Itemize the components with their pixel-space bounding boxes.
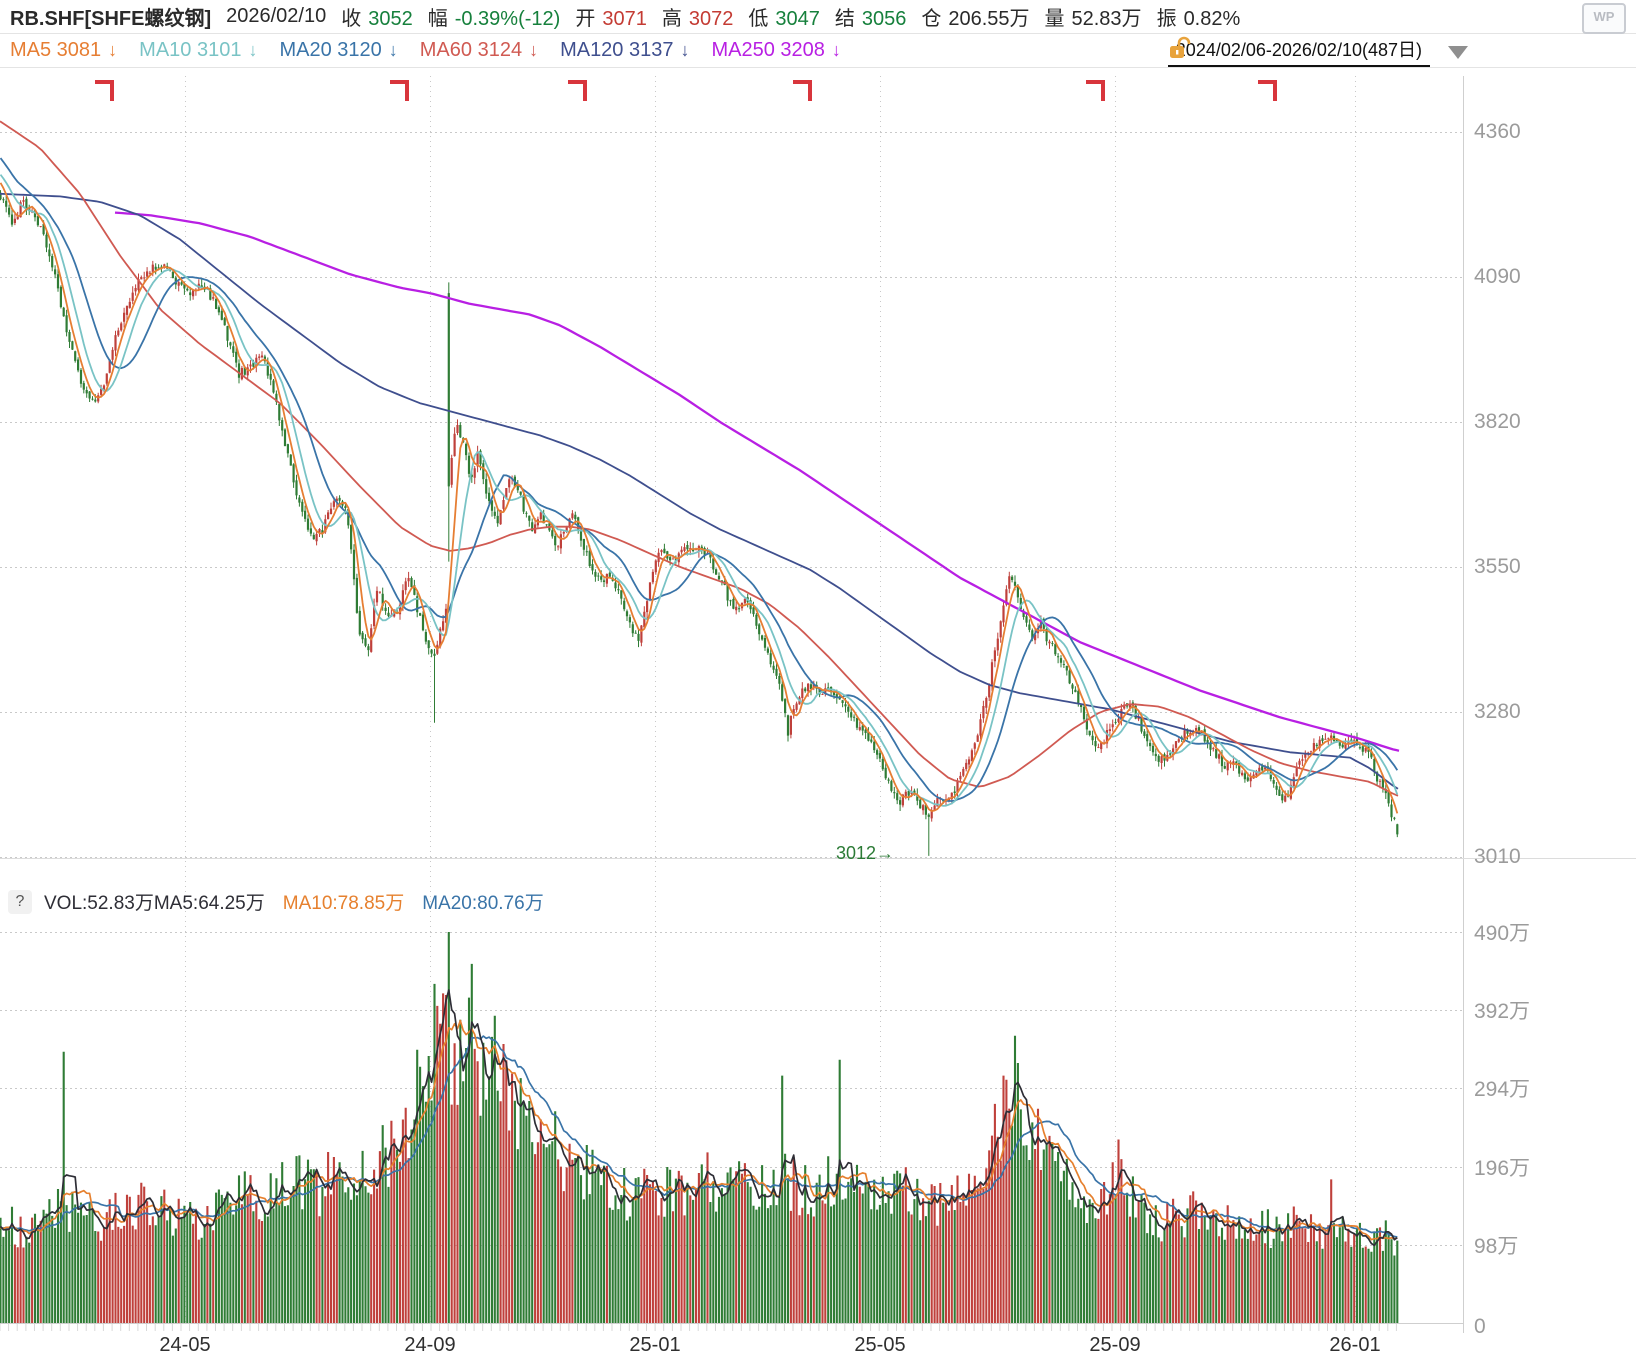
close-field: 收 3052 xyxy=(341,8,413,30)
rollover-marker-icon xyxy=(1258,80,1277,101)
rollover-marker-icon xyxy=(390,80,409,101)
volume-value: 52.83万 xyxy=(1071,8,1142,30)
volume-axis-label: 490万 xyxy=(1474,922,1531,945)
settle-value: 3056 xyxy=(861,8,907,30)
volume-header: ? VOL:52.83万 MA5:64.25万 MA10:78.85万 MA20… xyxy=(8,888,544,915)
volume-field: 量 52.83万 xyxy=(1045,2,1142,31)
date-range-text[interactable]: 2024/02/06-2026/02/10(487日) xyxy=(1167,36,1430,67)
low-field: 低 3047 xyxy=(748,8,820,30)
vol-ma20-value: MA20:80.76万 xyxy=(422,893,544,914)
volume-axis-label: 294万 xyxy=(1474,1078,1531,1102)
header-divider xyxy=(0,33,1636,34)
vol-value: VOL:52.83万 xyxy=(44,893,154,914)
change-value: -0.39%(-12) xyxy=(454,8,561,30)
rollover-marker-icon xyxy=(95,80,114,101)
oi-value: 206.55万 xyxy=(948,8,1030,30)
rollover-marker-icon xyxy=(1086,80,1105,101)
title-bar: RB.SHF[SHFE螺纹钢] 2026/02/10 收 3052 幅 -0.39%… xyxy=(0,0,1636,33)
trade-date: 2026/02/10 xyxy=(226,5,327,27)
chevron-down-icon[interactable] xyxy=(1448,46,1468,59)
price-axis-label: 3820 xyxy=(1474,409,1521,433)
ma-legend-ma60: MA60 3124 ↓ xyxy=(419,38,539,61)
vol-ma10-value: MA10:78.85万 xyxy=(282,893,405,914)
amplitude-field: 振 0.82% xyxy=(1156,8,1241,30)
low-value: 3047 xyxy=(775,8,820,30)
ma-legend-ma20: MA20 3120 ↓ xyxy=(279,38,398,61)
low-price-annotation: 3012→ xyxy=(836,843,895,863)
open-field: 开 3071 xyxy=(575,8,647,30)
time-axis-label: 26-01 xyxy=(1329,1334,1381,1356)
price-axis-label: 3280 xyxy=(1474,699,1521,723)
wp-icon[interactable]: WP xyxy=(1582,3,1626,34)
amplitude-value: 0.82% xyxy=(1183,8,1241,30)
volume-axis-label: 0 xyxy=(1474,1315,1486,1338)
pane-divider xyxy=(0,858,1636,859)
volume-axis-label: 392万 xyxy=(1474,1000,1531,1024)
time-axis-label: 25-05 xyxy=(854,1334,906,1356)
price-axis-label: 4360 xyxy=(1474,120,1521,143)
ma-legend-bar: MA5 3081 ↓ MA10 3101 ↓ MA20 3120 ↓ MA60 3124 ↓ M… xyxy=(0,34,1636,66)
volume-axis-label: 196万 xyxy=(1474,1156,1531,1180)
change-field: 幅 -0.39%(-12) xyxy=(427,8,561,30)
settle-field: 结 3056 xyxy=(834,8,907,30)
close-value: 3052 xyxy=(368,8,413,30)
time-axis-label: 24-09 xyxy=(404,1334,456,1356)
volume-axis-label: 98万 xyxy=(1474,1234,1519,1258)
high-field: 高 3072 xyxy=(661,8,734,30)
time-axis-label: 25-09 xyxy=(1089,1334,1141,1356)
open-value: 3071 xyxy=(602,8,647,30)
price-axis-label: 3010 xyxy=(1474,844,1521,868)
ma-legend-ma10: MA10 3101 ↓ xyxy=(139,38,258,61)
help-icon[interactable]: ? xyxy=(8,889,32,914)
time-axis-label: 25-01 xyxy=(629,1334,681,1356)
rollover-marker-icon xyxy=(793,80,812,101)
ma-legend-ma250: MA250 3208 ↓ xyxy=(711,38,841,61)
ma-legend-ma5: MA5 3081 ↓ xyxy=(10,38,118,61)
mabar-divider xyxy=(0,67,1636,68)
price-axis-label: 4090 xyxy=(1474,265,1521,288)
date-range-control: 2024/02/06-2026/02/10(487日) xyxy=(1167,36,1486,67)
rollover-marker-icon xyxy=(568,80,587,101)
price-axis-label: 3550 xyxy=(1474,555,1521,578)
symbol-title: RB.SHF[SHFE螺纹钢] xyxy=(10,8,212,30)
ma-legend-ma120: MA120 3137 ↓ xyxy=(560,38,690,61)
high-value: 3072 xyxy=(688,8,734,30)
vol-ma5-value: MA5:64.25万 xyxy=(153,893,265,914)
time-axis-label: 24-05 xyxy=(159,1334,211,1356)
open-interest-field: 仓 206.55万 xyxy=(921,2,1029,31)
